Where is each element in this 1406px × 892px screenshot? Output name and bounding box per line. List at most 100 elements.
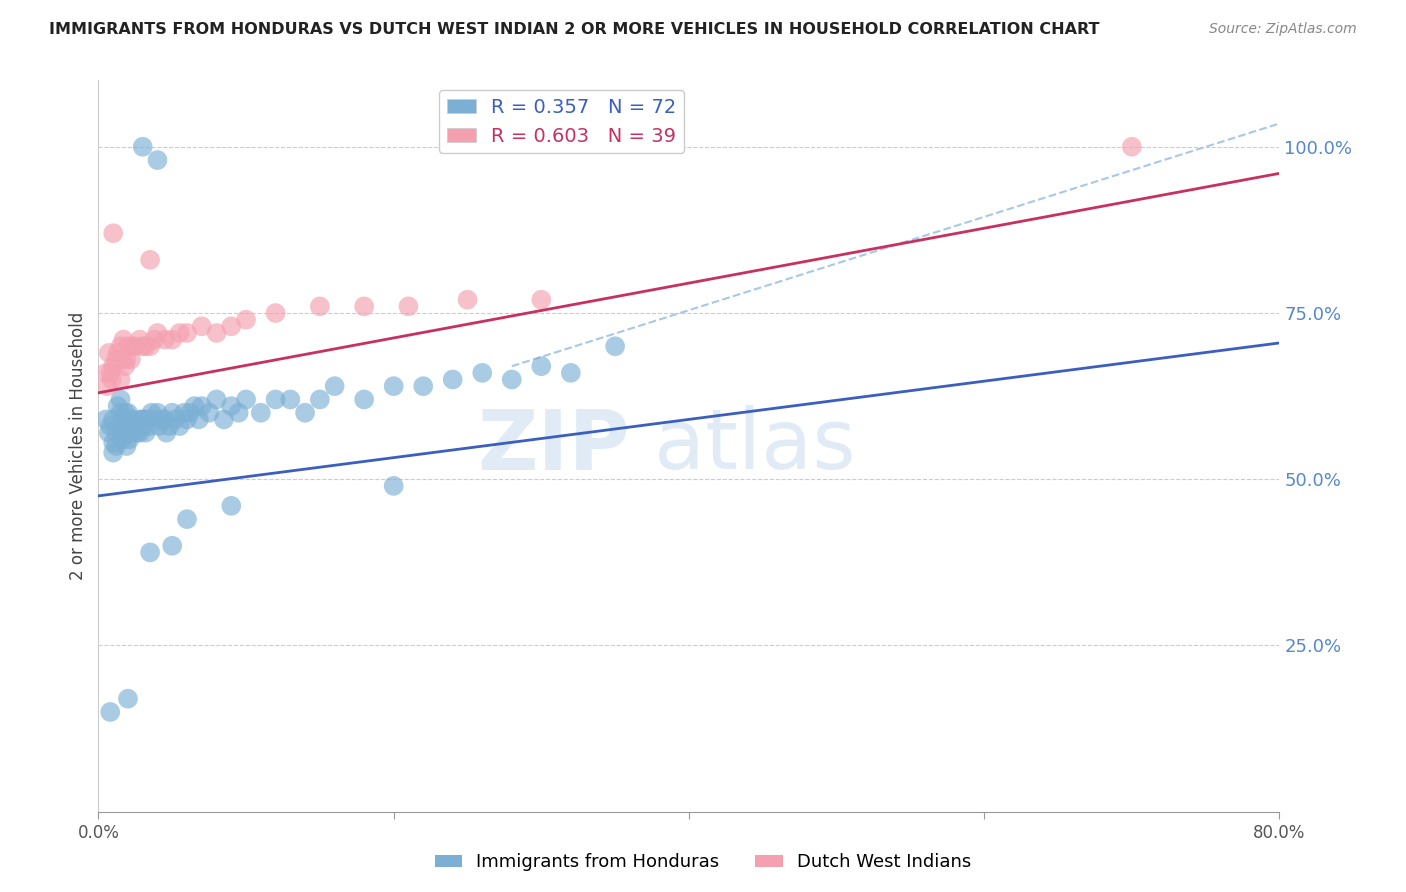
Point: [103, 445, 125, 459]
Point: [605, 339, 627, 353]
Point: [169, 326, 191, 340]
Text: atlas: atlas: [654, 406, 855, 486]
Point: [250, 406, 273, 420]
Point: [157, 419, 180, 434]
Point: [103, 226, 125, 240]
Point: [143, 412, 166, 426]
Point: [107, 346, 129, 360]
Point: [530, 359, 553, 374]
Text: ZIP: ZIP: [478, 406, 630, 486]
Point: [235, 392, 257, 407]
Point: [114, 419, 136, 434]
Point: [97, 346, 120, 360]
Point: [105, 425, 128, 440]
Point: [117, 406, 139, 420]
Point: [122, 425, 145, 440]
Point: [120, 352, 142, 367]
Point: [111, 433, 134, 447]
Point: [114, 425, 136, 440]
Point: [124, 419, 146, 434]
Point: [132, 419, 155, 434]
Point: [143, 333, 166, 347]
Text: IMMIGRANTS FROM HONDURAS VS DUTCH WEST INDIAN 2 OR MORE VEHICLES IN HOUSEHOLD CO: IMMIGRANTS FROM HONDURAS VS DUTCH WEST I…: [49, 22, 1099, 37]
Point: [294, 406, 316, 420]
Point: [114, 406, 136, 420]
Point: [146, 153, 169, 167]
Point: [121, 339, 143, 353]
Point: [115, 439, 138, 453]
Point: [205, 392, 228, 407]
Point: [139, 339, 162, 353]
Point: [128, 412, 150, 426]
Point: [146, 326, 169, 340]
Point: [98, 705, 121, 719]
Point: [103, 359, 125, 374]
Point: [97, 425, 120, 440]
Point: [353, 392, 375, 407]
Point: [398, 299, 420, 313]
Point: [110, 372, 132, 386]
Point: [560, 366, 582, 380]
Point: [128, 333, 150, 347]
Point: [110, 339, 132, 353]
Point: [235, 312, 257, 326]
Point: [221, 499, 243, 513]
Legend: R = 0.357   N = 72, R = 0.603   N = 39: R = 0.357 N = 72, R = 0.603 N = 39: [439, 90, 685, 153]
Point: [96, 379, 118, 393]
Point: [457, 293, 479, 307]
Point: [228, 406, 250, 420]
Point: [441, 372, 464, 386]
Point: [132, 140, 155, 154]
Point: [94, 412, 117, 426]
Point: [111, 352, 134, 367]
Point: [120, 419, 142, 434]
Point: [501, 372, 523, 386]
Point: [94, 366, 117, 380]
Point: [98, 366, 121, 380]
Point: [139, 545, 162, 559]
Point: [103, 435, 125, 450]
Point: [125, 425, 148, 440]
Point: [118, 433, 141, 447]
Point: [191, 399, 214, 413]
Point: [141, 406, 163, 420]
Point: [412, 379, 434, 393]
Point: [176, 326, 198, 340]
Point: [128, 425, 150, 440]
Point: [280, 392, 302, 407]
Point: [1121, 140, 1143, 154]
Point: [264, 306, 287, 320]
Point: [148, 419, 170, 434]
Point: [221, 399, 243, 413]
Point: [117, 339, 139, 353]
Point: [382, 379, 405, 393]
Point: [153, 333, 176, 347]
Point: [198, 406, 221, 420]
Point: [187, 412, 209, 426]
Point: [107, 399, 129, 413]
Point: [212, 412, 235, 426]
Point: [165, 412, 187, 426]
Point: [191, 319, 214, 334]
Point: [176, 412, 198, 426]
Point: [309, 299, 332, 313]
Point: [382, 479, 405, 493]
Point: [176, 512, 198, 526]
Text: Source: ZipAtlas.com: Source: ZipAtlas.com: [1209, 22, 1357, 37]
Point: [155, 425, 177, 440]
Point: [132, 412, 155, 426]
Point: [98, 419, 121, 434]
Point: [162, 406, 183, 420]
Point: [183, 399, 205, 413]
Point: [162, 333, 183, 347]
Point: [110, 392, 132, 407]
Point: [110, 406, 132, 420]
Point: [150, 412, 173, 426]
Point: [110, 419, 132, 434]
Point: [135, 425, 157, 440]
Point: [146, 406, 169, 420]
Point: [153, 412, 176, 426]
Point: [100, 372, 122, 386]
Point: [134, 412, 156, 426]
Y-axis label: 2 or more Vehicles in Household: 2 or more Vehicles in Household: [69, 312, 87, 580]
